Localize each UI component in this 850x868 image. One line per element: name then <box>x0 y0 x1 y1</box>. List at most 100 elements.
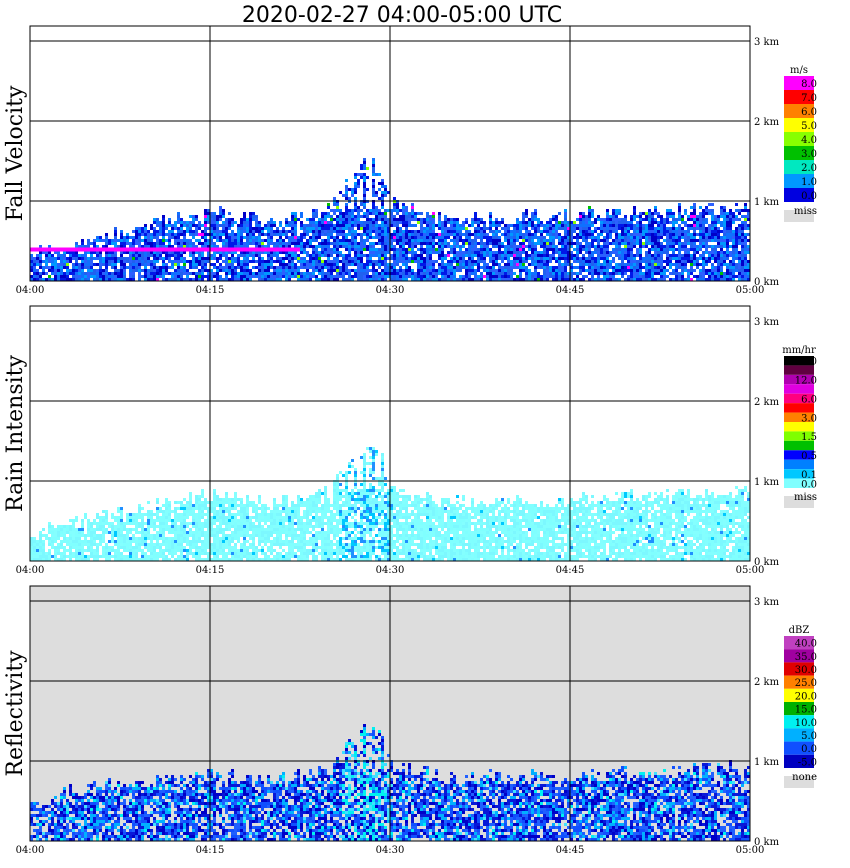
echo-cell <box>633 254 636 257</box>
echo-cell <box>147 254 150 257</box>
echo-cell <box>468 224 471 227</box>
echo-cell <box>531 251 534 254</box>
echo-cell <box>312 275 315 278</box>
echo-cell <box>729 263 732 266</box>
echo-cell <box>741 245 744 248</box>
echo-cell <box>609 254 612 257</box>
echo-cell <box>669 227 672 230</box>
echo-cell <box>492 251 495 254</box>
echo-cell <box>522 257 525 260</box>
echo-cell <box>177 269 180 272</box>
echo-cell <box>351 269 354 272</box>
echo-cell <box>546 227 549 230</box>
echo-cell <box>339 254 342 257</box>
echo-cell <box>123 245 126 248</box>
echo-cell <box>435 260 438 263</box>
echo-cell <box>747 227 750 230</box>
echo-cell <box>135 257 138 260</box>
echo-cell <box>75 275 78 278</box>
echo-cell <box>585 269 588 272</box>
echo-cell <box>165 549 168 552</box>
echo-cell <box>564 212 567 215</box>
echo-cell <box>405 221 408 224</box>
echo-cell <box>744 248 747 251</box>
echo-cell <box>633 266 636 269</box>
echo-cell <box>138 236 141 239</box>
echo-cell <box>447 254 450 257</box>
echo-cell <box>237 227 240 230</box>
echo-cell <box>363 263 366 266</box>
echo-cell <box>54 251 57 254</box>
echo-cell <box>708 230 711 233</box>
echo-cell <box>525 224 528 227</box>
echo-cell <box>528 233 531 236</box>
echo-cell <box>720 260 723 263</box>
echo-cell <box>114 233 117 236</box>
echo-cell <box>453 275 456 278</box>
echo-cell <box>690 212 693 215</box>
echo-cell <box>609 263 612 266</box>
echo-cell <box>498 272 501 275</box>
echo-cell <box>351 263 354 266</box>
echo-cell <box>504 224 507 227</box>
echo-cell <box>468 248 471 251</box>
echo-cell <box>132 254 135 257</box>
echo-cell <box>669 257 672 260</box>
echo-cell <box>84 251 87 254</box>
echo-cell <box>231 233 234 236</box>
echo-cell <box>288 230 291 233</box>
echo-cell <box>54 540 57 543</box>
echo-cell <box>300 236 303 239</box>
echo-cell <box>294 257 297 260</box>
echo-cell <box>501 278 504 281</box>
echo-cell <box>63 558 66 561</box>
echo-cell <box>165 245 168 248</box>
echo-cell <box>618 245 621 248</box>
echo-cell <box>222 239 225 242</box>
echo-cell <box>390 212 393 215</box>
echo-cell <box>279 221 282 224</box>
echo-cell <box>639 212 642 215</box>
echo-cell <box>102 239 105 242</box>
echo-cell <box>144 275 147 278</box>
echo-cell <box>438 272 441 275</box>
echo-cell <box>516 227 519 230</box>
echo-cell <box>654 218 657 221</box>
echo-cell <box>117 543 120 546</box>
echo-cell <box>87 531 90 534</box>
echo-cell <box>615 245 618 248</box>
echo-cell <box>132 266 135 269</box>
echo-cell <box>231 257 234 260</box>
echo-cell <box>75 546 78 549</box>
echo-cell <box>303 266 306 269</box>
echo-cell <box>513 245 516 248</box>
echo-cell <box>741 251 744 254</box>
echo-cell <box>459 239 462 242</box>
echo-cell <box>339 230 342 233</box>
echo-cell <box>507 245 510 248</box>
echo-cell <box>495 224 498 227</box>
echo-cell <box>141 269 144 272</box>
echo-cell <box>402 215 405 218</box>
echo-cell <box>174 233 177 236</box>
echo-cell <box>717 239 720 242</box>
echo-cell <box>405 275 408 278</box>
echo-cell <box>252 227 255 230</box>
echo-cell <box>576 239 579 242</box>
echo-cell <box>558 269 561 272</box>
echo-cell <box>126 516 129 519</box>
echo-cell <box>378 266 381 269</box>
echo-cell <box>48 251 51 254</box>
echo-cell <box>738 278 741 281</box>
echo-cell <box>651 269 654 272</box>
echo-cell <box>63 555 66 558</box>
echo-cell <box>603 266 606 269</box>
echo-cell <box>633 278 636 281</box>
echo-cell <box>231 251 234 254</box>
echo-cell <box>495 245 498 248</box>
echo-cell <box>288 242 291 245</box>
echo-cell <box>126 534 129 537</box>
echo-cell <box>39 251 42 254</box>
echo-cell <box>381 215 384 218</box>
echo-cell <box>576 257 579 260</box>
